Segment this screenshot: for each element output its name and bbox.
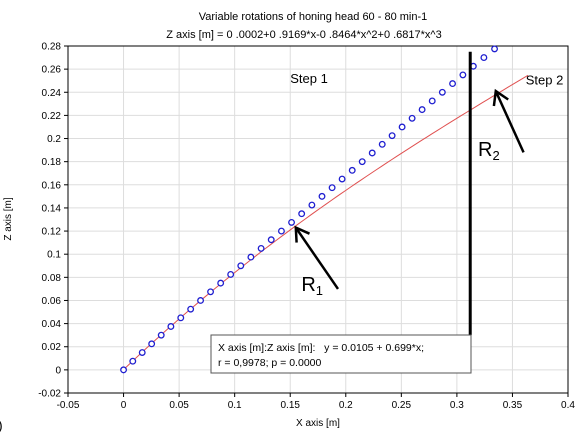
r2-arrow (496, 91, 524, 152)
r1-letter: R (301, 274, 315, 296)
stat-box-line1: X axis [m]:Z axis [m]: y = 0.0105 + 0.69… (218, 342, 424, 354)
y-axis-ticks: -0.02 0 0.02 0.04 0.06 0.08 0.1 0.12 0.14 0.16 0.1… (38, 42, 68, 400)
stat-box: X axis [m]:Z axis [m]: y = 0.0105 + 0.69… (211, 335, 471, 373)
data-point (178, 315, 184, 321)
data-point (429, 98, 435, 104)
data-point (299, 211, 305, 217)
y-tick-label: 0.02 (42, 342, 62, 353)
x-tick-label: 0.25 (392, 400, 412, 411)
data-point (188, 306, 194, 312)
stat-box-line2: r = 0,9978; p = 0.0000 (218, 357, 321, 369)
data-point (481, 55, 487, 61)
data-point (121, 367, 127, 373)
x-tick-label: 0.35 (503, 400, 523, 411)
y-tick-label: 0.12 (42, 227, 62, 238)
data-point (208, 289, 214, 295)
data-point (359, 159, 365, 165)
y-tick-label: 0.2 (47, 134, 61, 145)
data-point (329, 185, 335, 191)
data-point (268, 237, 274, 243)
chart-subtitle: Z axis [m] = 0 .0002+0 .9169*x-0 .8464*x… (166, 29, 441, 41)
fit-line (124, 75, 528, 369)
data-point (130, 358, 136, 364)
data-point (460, 72, 466, 78)
x-axis-label: X axis [m] (296, 418, 340, 429)
data-point (238, 263, 244, 269)
data-point (409, 115, 415, 121)
data-point (139, 350, 145, 356)
data-point (339, 176, 345, 182)
data-point (158, 332, 164, 338)
data-point (309, 202, 315, 208)
step2-label: Step 2 (526, 73, 564, 88)
y-tick-label: -0.02 (38, 389, 61, 400)
x-tick-label: 0.05 (169, 400, 189, 411)
data-point (389, 133, 395, 139)
y-tick-label: 0.24 (42, 88, 62, 99)
data-point (149, 341, 155, 347)
y-tick-label: 0.16 (42, 180, 62, 191)
data-point (289, 220, 295, 226)
data-point (279, 228, 285, 234)
x-tick-label: 0.15 (280, 400, 300, 411)
data-point (349, 168, 355, 174)
x-tick-label: -0.05 (57, 400, 80, 411)
r2-subscript: 2 (492, 148, 499, 163)
x-axis-ticks: -0.05 0 0.05 0.1 0.15 0.2 0.25 0.3 0.35 0.4 (57, 393, 576, 411)
r2-letter: R (478, 139, 492, 161)
y-tick-label: 0.28 (42, 42, 62, 53)
x-tick-label: 0.1 (228, 400, 242, 411)
r1-arrowhead (296, 228, 310, 243)
data-point (450, 81, 456, 87)
y-tick-label: 0.1 (47, 250, 61, 261)
data-point (198, 298, 204, 304)
data-point (369, 150, 375, 156)
y-tick-label: 0.04 (42, 319, 62, 330)
data-point (258, 246, 264, 252)
r2-label: R2 (478, 139, 500, 163)
y-tick-label: 0.22 (42, 111, 62, 122)
y-tick-label: 0 (55, 365, 61, 376)
y-tick-label: 0.08 (42, 273, 62, 284)
figure-label: ) (0, 417, 3, 432)
data-point (218, 280, 224, 286)
data-point (419, 107, 425, 113)
y-tick-label: 0.14 (42, 203, 62, 214)
data-point (168, 324, 174, 330)
step1-label: Step 1 (290, 71, 328, 86)
data-point (399, 124, 405, 130)
data-point (228, 272, 234, 278)
y-tick-label: 0.06 (42, 296, 62, 307)
y-tick-label: 0.18 (42, 157, 62, 168)
chart-title: Variable rotations of honing head 60 - 8… (199, 11, 428, 23)
data-point (248, 254, 254, 260)
x-tick-label: 0.2 (339, 400, 353, 411)
data-point (319, 194, 325, 200)
data-point (440, 89, 446, 95)
y-tick-label: 0.26 (42, 65, 62, 76)
data-point (492, 46, 498, 52)
r1-subscript: 1 (316, 283, 323, 298)
x-tick-label: 0.3 (450, 400, 464, 411)
x-tick-label: 0.4 (561, 400, 575, 411)
x-tick-label: 0 (121, 400, 127, 411)
data-point (379, 142, 385, 148)
y-axis-label: Z axis [m] (3, 197, 14, 241)
